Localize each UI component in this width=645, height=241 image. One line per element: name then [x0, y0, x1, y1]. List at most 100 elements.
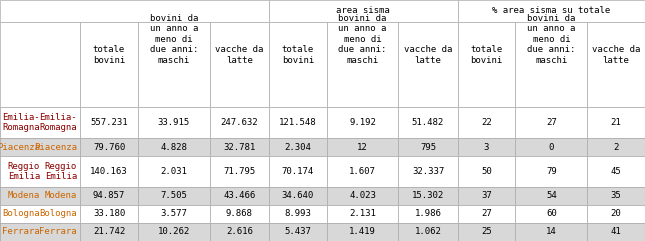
Text: 1.062: 1.062 — [415, 228, 441, 236]
Bar — [80, 223, 138, 241]
Text: 1.986: 1.986 — [415, 209, 441, 218]
Text: 71.795: 71.795 — [223, 167, 255, 176]
Bar — [326, 138, 399, 156]
Bar — [269, 0, 458, 22]
Bar — [0, 156, 80, 187]
Text: Ferrara: Ferrara — [39, 228, 77, 236]
Bar — [269, 223, 326, 241]
Text: 557.231: 557.231 — [90, 118, 128, 127]
Bar — [0, 107, 80, 138]
Text: 2.304: 2.304 — [284, 143, 311, 152]
Text: 45: 45 — [611, 167, 622, 176]
Bar — [587, 187, 645, 205]
Bar — [458, 223, 515, 241]
Bar — [587, 156, 645, 187]
Bar — [0, 187, 80, 205]
Bar — [138, 138, 210, 156]
Text: 70.174: 70.174 — [282, 167, 314, 176]
Bar — [138, 156, 210, 187]
Bar — [458, 22, 515, 107]
Bar — [0, 205, 80, 223]
Text: % area sisma su totale: % area sisma su totale — [492, 7, 610, 15]
Bar — [399, 205, 458, 223]
Text: 2.031: 2.031 — [161, 167, 187, 176]
Text: Reggio
Emilia: Reggio Emilia — [45, 162, 77, 181]
Text: 8.993: 8.993 — [284, 209, 311, 218]
Text: 795: 795 — [420, 143, 436, 152]
Text: Emilia-
Romagna: Emilia- Romagna — [39, 113, 77, 132]
Text: 35: 35 — [611, 191, 622, 201]
Bar — [210, 22, 269, 107]
Text: vacche da
latte: vacche da latte — [592, 45, 640, 65]
Text: 79: 79 — [546, 167, 557, 176]
Text: 12: 12 — [357, 143, 368, 152]
Bar — [210, 187, 269, 205]
Text: 20: 20 — [611, 209, 622, 218]
Bar — [80, 22, 138, 107]
Bar — [0, 223, 80, 241]
Bar — [80, 156, 138, 187]
Text: Bologna: Bologna — [3, 209, 40, 218]
Text: 5.437: 5.437 — [284, 228, 311, 236]
Text: 32.781: 32.781 — [223, 143, 255, 152]
Text: 4.023: 4.023 — [349, 191, 376, 201]
Bar — [0, 22, 80, 107]
Bar — [515, 22, 587, 107]
Bar — [138, 22, 210, 107]
Bar — [0, 223, 80, 241]
Bar — [326, 205, 399, 223]
Bar — [210, 156, 269, 187]
Text: area sisma: area sisma — [337, 7, 390, 15]
Bar — [515, 187, 587, 205]
Bar — [458, 107, 515, 138]
Bar — [399, 187, 458, 205]
Bar — [269, 107, 326, 138]
Text: 2.131: 2.131 — [349, 209, 376, 218]
Text: 22: 22 — [481, 118, 492, 127]
Bar — [458, 138, 515, 156]
Text: 121.548: 121.548 — [279, 118, 317, 127]
Bar — [326, 22, 399, 107]
Bar — [458, 205, 515, 223]
Text: 1.419: 1.419 — [349, 228, 376, 236]
Bar — [0, 138, 80, 156]
Text: totale
bovini: totale bovini — [470, 45, 502, 65]
Bar — [326, 107, 399, 138]
Text: bovini da
un anno a
meno di
due anni:
maschi: bovini da un anno a meno di due anni: ma… — [339, 14, 387, 65]
Text: 3: 3 — [484, 143, 489, 152]
Bar — [515, 156, 587, 187]
Bar — [587, 22, 645, 107]
Text: 7.505: 7.505 — [161, 191, 187, 201]
Text: Ferrara: Ferrara — [3, 228, 40, 236]
Text: 14: 14 — [546, 228, 557, 236]
Bar — [399, 138, 458, 156]
Bar — [587, 138, 645, 156]
Text: bovini da
un anno a
meno di
due anni:
maschi: bovini da un anno a meno di due anni: ma… — [150, 14, 198, 65]
Text: 15.302: 15.302 — [412, 191, 444, 201]
Text: totale
bovini: totale bovini — [93, 45, 125, 65]
Bar — [0, 0, 269, 22]
Bar — [326, 223, 399, 241]
Bar — [80, 107, 138, 138]
Bar — [458, 156, 515, 187]
Text: 34.640: 34.640 — [282, 191, 314, 201]
Text: totale
bovini: totale bovini — [282, 45, 314, 65]
Bar — [587, 223, 645, 241]
Text: 41: 41 — [611, 228, 622, 236]
Bar — [138, 107, 210, 138]
Bar — [515, 205, 587, 223]
Bar — [326, 156, 399, 187]
Text: 43.466: 43.466 — [223, 191, 255, 201]
Text: 25: 25 — [481, 228, 492, 236]
Bar — [515, 223, 587, 241]
Text: 9.192: 9.192 — [349, 118, 376, 127]
Text: 10.262: 10.262 — [157, 228, 190, 236]
Text: 4.828: 4.828 — [161, 143, 187, 152]
Bar — [80, 138, 138, 156]
Text: Piacenza: Piacenza — [34, 143, 77, 152]
Bar — [399, 156, 458, 187]
Text: 140.163: 140.163 — [90, 167, 128, 176]
Text: 1.607: 1.607 — [349, 167, 376, 176]
Bar — [458, 0, 645, 22]
Bar — [269, 138, 326, 156]
